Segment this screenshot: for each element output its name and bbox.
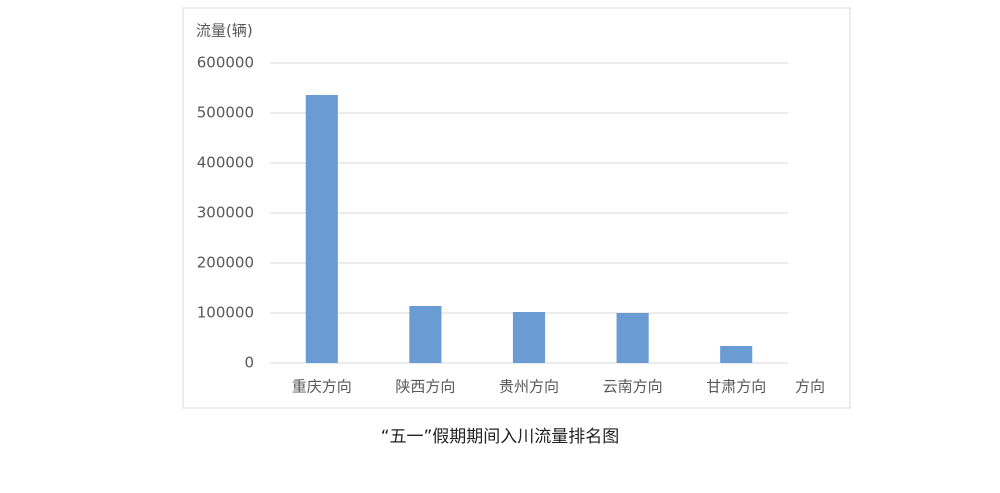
y-tick-label: 200000 [197,254,254,272]
x-tick-label: 陕西方向 [395,378,455,396]
bar [305,95,338,363]
x-tick-label: 重庆方向 [292,378,352,396]
bar [409,306,442,363]
y-tick-label: 300000 [197,204,254,222]
y-tick-label: 400000 [197,154,254,172]
x-tick-label: 云南方向 [603,378,663,396]
x-tick-label: 甘肃方向 [706,378,766,396]
bar [720,346,753,363]
y-axis-label: 流量(辆) [196,22,253,40]
y-tick-label: 100000 [197,304,254,322]
chart-frame [182,7,851,409]
y-tick-label: 500000 [197,104,254,122]
y-tick-label: 600000 [197,54,254,72]
annotation: 方向 [795,378,825,396]
y-tick-label: 0 [244,354,254,372]
bar [512,312,546,363]
bar [616,313,649,363]
x-tick-label: 贵州方向 [499,378,559,396]
chart-title: “五一”假期期间入川流量排名图 [381,427,620,447]
